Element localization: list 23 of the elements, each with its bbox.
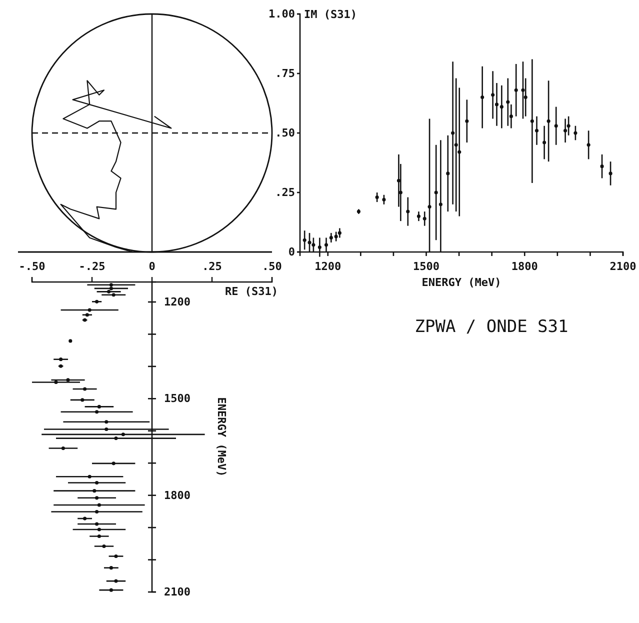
text: ZPWA / ONDE S31 [414, 317, 568, 337]
x-tick-label: -.50 [18, 260, 46, 273]
y-tick-label: 0 [288, 246, 295, 259]
y-tick-label: 1800 [164, 488, 190, 502]
x-axis-title: RE (S31) [225, 285, 278, 298]
y-tick-label: 1500 [164, 392, 190, 406]
x-tick-label: 2100 [610, 260, 636, 273]
x-tick-label: 1200 [314, 260, 342, 273]
x-tick-label: .25 [202, 260, 222, 273]
y-tick-label: .25 [275, 186, 295, 200]
y-axis-title: IM (S31) [304, 8, 357, 21]
x-tick-label: -.25 [78, 260, 106, 273]
x-axis-title: ENERGY (MeV) [422, 276, 502, 289]
x-tick-label: 0 [148, 260, 156, 273]
y-tick-label: .75 [275, 67, 295, 80]
x-tick-label: .50 [262, 260, 282, 273]
y-tick-label: .50 [275, 126, 295, 140]
x-tick-label: 1800 [511, 260, 538, 273]
x-tick-label: 1500 [413, 260, 440, 273]
y-tick-label: 1200 [164, 296, 190, 308]
y-tick-label: 2100 [164, 586, 190, 599]
y-tick-label: 1.00 [268, 8, 295, 21]
y-axis-title: ENERGY (MeV) [215, 397, 228, 477]
